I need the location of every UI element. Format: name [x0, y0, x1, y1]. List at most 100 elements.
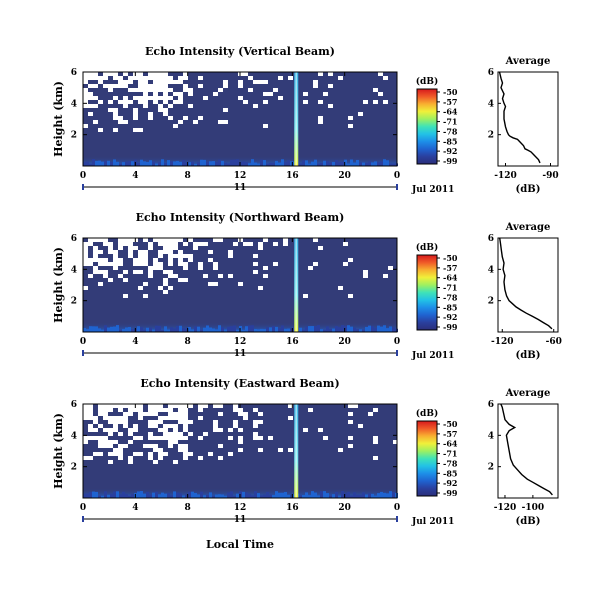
colorbar-tick-label: -57: [443, 429, 457, 439]
y-tick-label: 4: [71, 265, 77, 275]
heatmap-title: Echo Intensity (Vertical Beam): [145, 45, 335, 58]
colorbar-tick-label: -92: [443, 146, 457, 156]
heatmap-echo-spike-core: [295, 238, 297, 332]
x-tick-label: 16: [286, 503, 299, 513]
heatmap-ground-echo: [83, 156, 397, 166]
x-tick-label: 8: [185, 337, 191, 347]
x-tick-label: 0: [394, 171, 400, 181]
colorbar-tick-label: -92: [443, 478, 457, 488]
average-title: Average: [505, 222, 551, 233]
colorbar-tick-label: -50: [443, 419, 458, 429]
average-x-tick-label: -60: [546, 337, 562, 347]
heatmap-missing-data: [83, 404, 398, 464]
colorbar-tick-label: -92: [443, 312, 457, 322]
x-tick-label: 4: [132, 337, 138, 347]
heatmap-echo-spike-core: [295, 72, 297, 166]
colorbar-tick-label: -64: [443, 273, 458, 283]
average-frame: [497, 403, 559, 499]
colorbar-tick-label: -78: [443, 126, 458, 136]
x-tick-label: 4: [132, 503, 138, 513]
x-tick-label: 8: [185, 503, 191, 513]
x-tick-label: 16: [286, 337, 299, 347]
heatmap-ground-bumps: [83, 491, 398, 498]
x-tick-label: 12: [234, 337, 247, 347]
x-tick-label: 16: [286, 171, 299, 181]
average-y-tick-label: 2: [488, 131, 494, 141]
x-tick-label: 4: [132, 171, 138, 181]
y-tick-label: 4: [71, 99, 77, 109]
colorbar-tick-label: -71: [443, 117, 457, 127]
heatmap-ground-bumps: [83, 325, 398, 332]
colorbar-tick-label: -78: [443, 292, 458, 302]
y-tick-label: 6: [71, 68, 77, 78]
colorbar-tick-label: -85: [443, 302, 457, 312]
panel-3: Echo Intensity (Eastward Beam) 2 4 6 Height …: [52, 377, 559, 527]
heatmap-missing-data: [83, 72, 388, 132]
average-y-tick-label: 4: [488, 431, 494, 441]
colorbar-tick-label: -57: [443, 97, 457, 107]
average-y-tick-label: 6: [488, 234, 494, 244]
heatmap-echo-spike-core: [295, 404, 297, 498]
colorbar-tick-label: -71: [443, 283, 457, 293]
y-tick-label: 4: [71, 431, 77, 441]
x-tick-label: 12: [234, 503, 247, 513]
average-y-tick-label: 6: [488, 400, 494, 410]
month-label: Jul 2011: [411, 185, 454, 195]
average-y-tick-label: 6: [488, 68, 494, 78]
heatmap-title: Echo Intensity (Eastward Beam): [140, 377, 339, 390]
heatmap-title: Echo Intensity (Northward Beam): [136, 211, 345, 224]
average-title: Average: [505, 56, 551, 67]
average-frame: [497, 71, 559, 167]
average-y-tick-label: 4: [488, 99, 494, 109]
y-axis-label: Height (km): [52, 247, 65, 323]
colorbar-tick-label: -78: [443, 458, 458, 468]
average-x-label: (dB): [516, 516, 541, 527]
colorbar-tick-label: -85: [443, 136, 457, 146]
x-tick-label: 20: [338, 503, 351, 513]
colorbar-label: (dB): [416, 242, 438, 253]
average-x-label: (dB): [516, 184, 541, 195]
x-axis-label-local-time: Local Time: [206, 538, 274, 551]
x-tick-label: 0: [394, 337, 400, 347]
month-label: Jul 2011: [411, 517, 454, 527]
average-x-tick-label: -120: [494, 171, 517, 181]
panel-2: Echo Intensity (Northward Beam) 2 4 6 Height…: [52, 211, 562, 361]
colorbar-tick-label: -50: [443, 87, 458, 97]
colorbar-label: (dB): [416, 76, 438, 87]
colorbar-tick-label: -85: [443, 468, 457, 478]
colorbar-tick-label: -99: [443, 488, 458, 498]
y-tick-label: 2: [71, 463, 77, 473]
y-tick-label: 6: [71, 400, 77, 410]
colorbar-tick-label: -50: [443, 253, 458, 263]
x-tick-label: 20: [338, 337, 351, 347]
average-x-label: (dB): [516, 350, 541, 361]
average-profile-line: [498, 71, 541, 164]
colorbar-label: (dB): [416, 408, 438, 419]
average-x-tick-label: -120: [491, 337, 514, 347]
x-tick-label: 0: [80, 171, 86, 181]
heatmap-missing-data: [83, 238, 393, 298]
y-tick-label: 2: [71, 131, 77, 141]
day-label: 11: [234, 515, 247, 525]
average-profile-line: [499, 237, 553, 330]
average-frame: [497, 237, 559, 333]
x-tick-label: 0: [394, 503, 400, 513]
y-tick-label: 6: [71, 234, 77, 244]
colorbar-tick-label: -99: [443, 156, 458, 166]
panel-1: Echo Intensity (Vertical Beam) 2 4 6 Height …: [52, 45, 559, 195]
average-title: Average: [505, 388, 551, 399]
month-label: Jul 2011: [411, 351, 454, 361]
colorbar: [416, 88, 438, 165]
colorbar-tick-label: -57: [443, 263, 457, 273]
y-tick-label: 2: [71, 297, 77, 307]
x-tick-label: 8: [185, 171, 191, 181]
average-y-tick-label: 4: [488, 265, 494, 275]
colorbar-tick-label: -64: [443, 107, 458, 117]
y-axis-label: Height (km): [52, 413, 65, 489]
colorbar: [416, 420, 438, 497]
average-x-tick-label: -100: [522, 503, 545, 513]
colorbar-tick-label: -71: [443, 449, 457, 459]
colorbar: [416, 254, 438, 331]
x-tick-label: 0: [80, 337, 86, 347]
